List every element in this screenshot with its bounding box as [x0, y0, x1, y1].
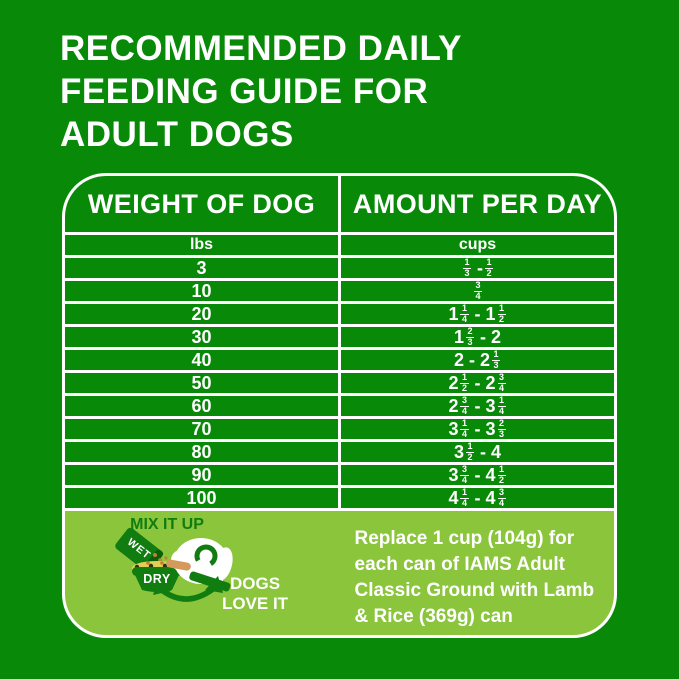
- feeding-note: Replace 1 cup (104g) for each can of IAM…: [340, 511, 615, 635]
- weight-value: 10: [65, 281, 338, 301]
- column-header-amount: AMOUNT PER DAY: [341, 176, 614, 232]
- feeding-note-line: each can of IAMS Adult: [354, 554, 565, 575]
- weight-value: 90: [65, 465, 338, 485]
- swap-arrow-icon: [153, 576, 223, 602]
- tongue: [166, 559, 191, 571]
- mix-it-up-banner: MIX IT UP WET DRY DOGS LOVE IT Replace 1…: [65, 508, 614, 635]
- feeding-table-panel: WEIGHT OF DOG AMOUNT PER DAY lbs cups 3 …: [62, 173, 617, 638]
- weight-value: 20: [65, 304, 338, 324]
- mix-it-up-art: MIX IT UP WET DRY DOGS LOVE IT: [65, 511, 340, 635]
- mix-it-up-label: MIX IT UP: [130, 516, 204, 533]
- page-title-line: ADULT DOGS: [60, 115, 294, 154]
- weight-value: 80: [65, 442, 338, 462]
- column-header-weight: WEIGHT OF DOG: [65, 176, 338, 232]
- horseshoe-mark: [194, 544, 218, 568]
- weight-value: 100: [65, 488, 338, 508]
- weight-value: 60: [65, 396, 338, 416]
- feeding-note-line: & Rice (369g) can: [354, 606, 513, 627]
- mix-it-up-illustration: [115, 527, 233, 602]
- page-title-line: RECOMMENDED DAILY: [60, 29, 462, 68]
- weight-value: 70: [65, 419, 338, 439]
- weight-value: 30: [65, 327, 338, 347]
- weight-value: 50: [65, 373, 338, 393]
- unit-amount: cups: [341, 235, 614, 255]
- dry-label: DRY: [143, 572, 171, 586]
- page-title-line: FEEDING GUIDE FOR: [60, 72, 429, 111]
- dogs-love-it-label: DOGS LOVE IT: [221, 574, 289, 613]
- dog-icon: [166, 538, 233, 592]
- unit-weight: lbs: [65, 235, 338, 255]
- weight-value: 40: [65, 350, 338, 370]
- feeding-note-line: Classic Ground with Lamb: [354, 580, 595, 601]
- weight-value: 3: [65, 258, 338, 278]
- feeding-note-line: Replace 1 cup (104g) for: [354, 528, 575, 549]
- feeding-table: WEIGHT OF DOG AMOUNT PER DAY lbs cups 3 …: [65, 176, 614, 508]
- page-title: RECOMMENDED DAILY FEEDING GUIDE FOR ADUL…: [60, 27, 462, 156]
